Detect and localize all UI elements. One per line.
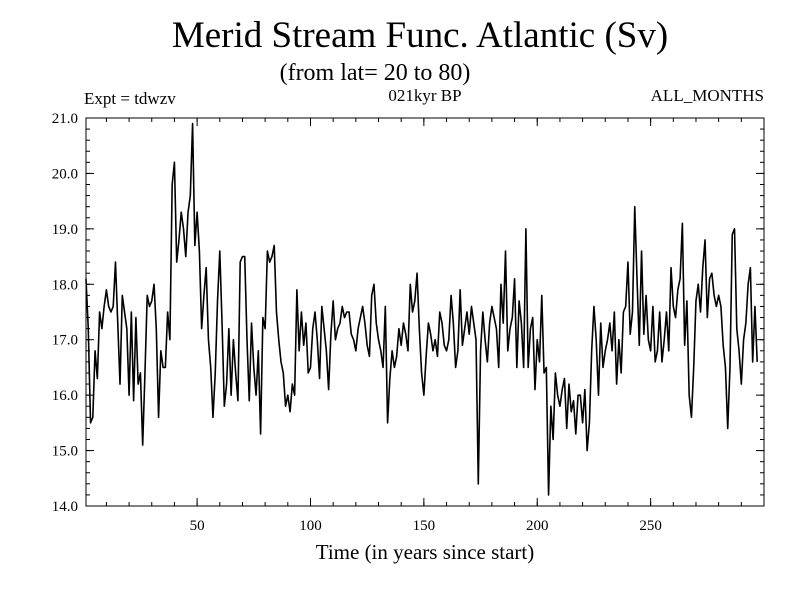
y-tick-label: 17.0	[52, 333, 78, 349]
experiment-label: Expt = tdwzv	[84, 89, 176, 108]
y-tick-label: 15.0	[52, 444, 78, 460]
y-tick-label: 21.0	[52, 111, 78, 127]
y-tick-label: 19.0	[52, 222, 78, 238]
chart-title: Merid Stream Func. Atlantic (Sv)	[171, 15, 669, 56]
plot-frame	[85, 117, 765, 507]
x-tick-label: 100	[299, 518, 322, 534]
x-tick-label: 150	[413, 518, 436, 534]
x-tick-label: 200	[526, 518, 549, 534]
y-tick-label: 18.0	[52, 277, 78, 293]
y-tick-label: 16.0	[52, 388, 78, 404]
tick-labels: 14.0 15.0 16.0 17.0 18.0 19.0 20.0 21.0 50 100 150…	[52, 111, 662, 534]
chart-subtitle: (from lat= 20 to 80)	[279, 60, 471, 86]
y-tick-label: 14.0	[52, 499, 78, 515]
axis-ticks	[86, 117, 764, 507]
series-line	[85, 122, 758, 496]
period-label: 021kyr BP	[388, 86, 462, 105]
x-axis-label: Time (in years since start)	[315, 540, 535, 564]
x-tick-label: 50	[190, 518, 205, 534]
months-label: ALL_MONTHS	[650, 86, 764, 105]
y-tick-label: 20.0	[52, 166, 78, 182]
x-tick-label: 250	[639, 518, 662, 534]
